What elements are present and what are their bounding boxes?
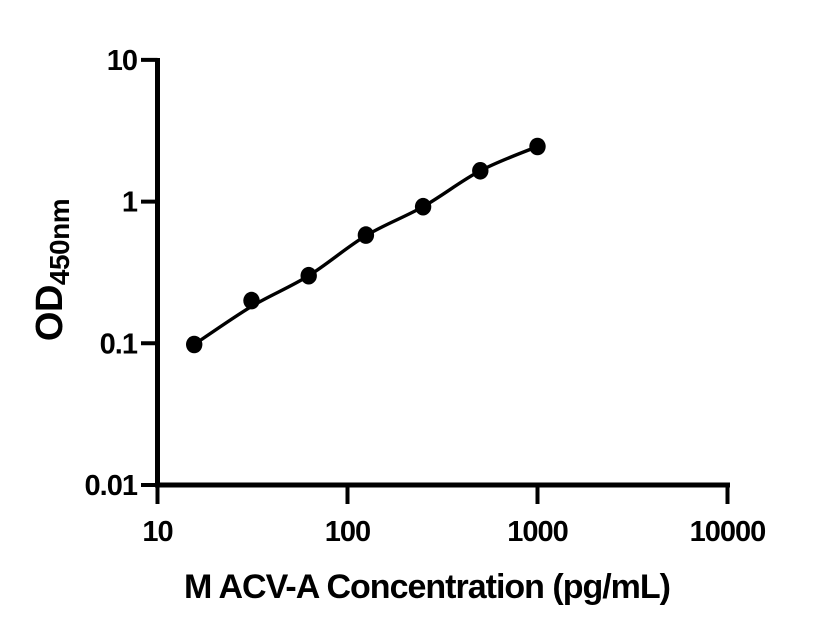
y-tick-labels-group: 0.01 0.1 1 10	[85, 45, 139, 502]
data-point-marker	[186, 335, 203, 354]
axes-group	[155, 58, 730, 488]
y-tick-label: 1	[122, 187, 138, 219]
data-point-marker	[472, 162, 489, 180]
y-tick-label: 0.01	[85, 470, 138, 502]
x-tick-label: 10000	[690, 516, 766, 548]
data-point-marker	[357, 226, 375, 244]
data-point-marker	[300, 266, 317, 285]
data-points-group	[186, 137, 546, 354]
y-axis-title-subscript: 450nm	[44, 199, 75, 285]
y-axis-title: OD450nm	[29, 199, 75, 341]
data-point-marker	[414, 197, 432, 216]
x-tick-label: 1000	[507, 516, 568, 548]
y-tick-label: 0.1	[100, 328, 138, 360]
y-ticks-group	[141, 57, 158, 487]
x-tick-label: 10	[142, 516, 172, 548]
x-ticks-group	[155, 485, 730, 504]
data-point-marker	[529, 137, 546, 156]
x-tick-labels-group: 10 100 1000 10000	[142, 516, 766, 548]
x-tick-label: 100	[325, 516, 370, 548]
y-axis-title-main: OD	[29, 285, 71, 341]
y-tick-label: 10	[107, 45, 137, 77]
data-point-marker	[243, 291, 260, 310]
x-axis-title: M ACV-A Concentration (pg/mL)	[184, 568, 670, 606]
